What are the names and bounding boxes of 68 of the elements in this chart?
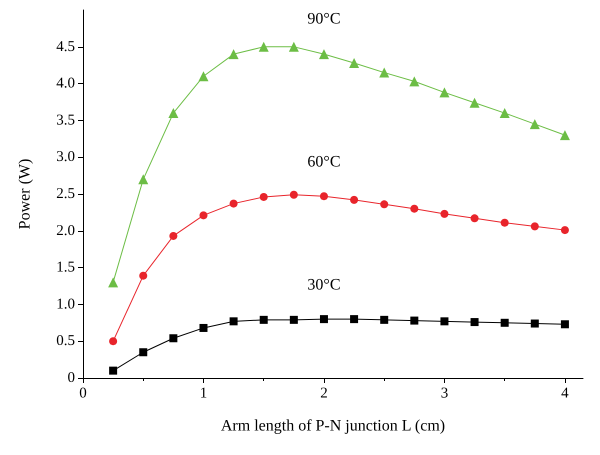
point (560, 320, 569, 328)
series-label: 60°C (307, 154, 341, 171)
point (320, 192, 328, 200)
point (410, 316, 418, 325)
x-tick-label: 2 (320, 386, 328, 402)
point (198, 71, 208, 82)
y-tick-label: 4.0 (56, 76, 75, 92)
y-tick-label: 1.0 (56, 296, 75, 312)
point (409, 76, 420, 86)
y-tick-label: 2.5 (56, 186, 75, 202)
x-tick-label: 4 (561, 386, 570, 402)
y-tick-label: 1.5 (56, 260, 75, 276)
point (439, 87, 450, 98)
point (260, 316, 268, 324)
point (470, 214, 479, 222)
y-tick-label: 0.5 (56, 333, 75, 350)
point (260, 192, 268, 201)
point (349, 58, 360, 68)
point (230, 200, 238, 208)
x-tick-label: 3 (440, 386, 448, 402)
point (138, 174, 148, 184)
point (530, 119, 540, 130)
y-tick-label: 3.5 (56, 112, 75, 128)
point (470, 98, 480, 108)
x-tick-label: 1 (200, 386, 208, 402)
point (199, 211, 208, 220)
point (169, 334, 178, 342)
point (169, 232, 178, 240)
point (560, 130, 570, 140)
point (440, 317, 448, 326)
point (350, 315, 358, 324)
point (228, 49, 239, 60)
x-axis-title: Arm length of P-N junction L (cm) (220, 418, 446, 434)
point (379, 68, 390, 78)
point (258, 42, 269, 52)
y-axis-title: Power (W) (16, 158, 34, 230)
series-label: 30°C (307, 276, 341, 294)
point (139, 348, 148, 356)
point (318, 49, 329, 60)
point (108, 277, 118, 288)
y-tick-label: 2.0 (56, 222, 75, 239)
point (290, 190, 298, 199)
point (109, 337, 118, 346)
point (470, 318, 479, 326)
point (290, 316, 298, 324)
point (109, 366, 118, 375)
point (530, 222, 539, 230)
point (199, 324, 208, 332)
point (320, 315, 328, 324)
y-tick-label: 4.5 (56, 38, 75, 55)
point (530, 320, 539, 328)
point (230, 317, 238, 326)
x-tick-label: 0 (79, 386, 87, 402)
series-label: 90°C (307, 10, 341, 28)
point (500, 318, 509, 327)
point (380, 316, 388, 324)
y-tick-label: 0 (68, 370, 75, 386)
point (500, 108, 510, 118)
point (560, 226, 569, 234)
point (440, 210, 448, 218)
point (380, 200, 388, 208)
point (288, 42, 299, 52)
point (500, 218, 509, 227)
point (139, 272, 148, 280)
point (410, 204, 418, 213)
y-tick-label: 3.0 (56, 149, 75, 166)
point (168, 108, 178, 118)
point (350, 196, 358, 204)
